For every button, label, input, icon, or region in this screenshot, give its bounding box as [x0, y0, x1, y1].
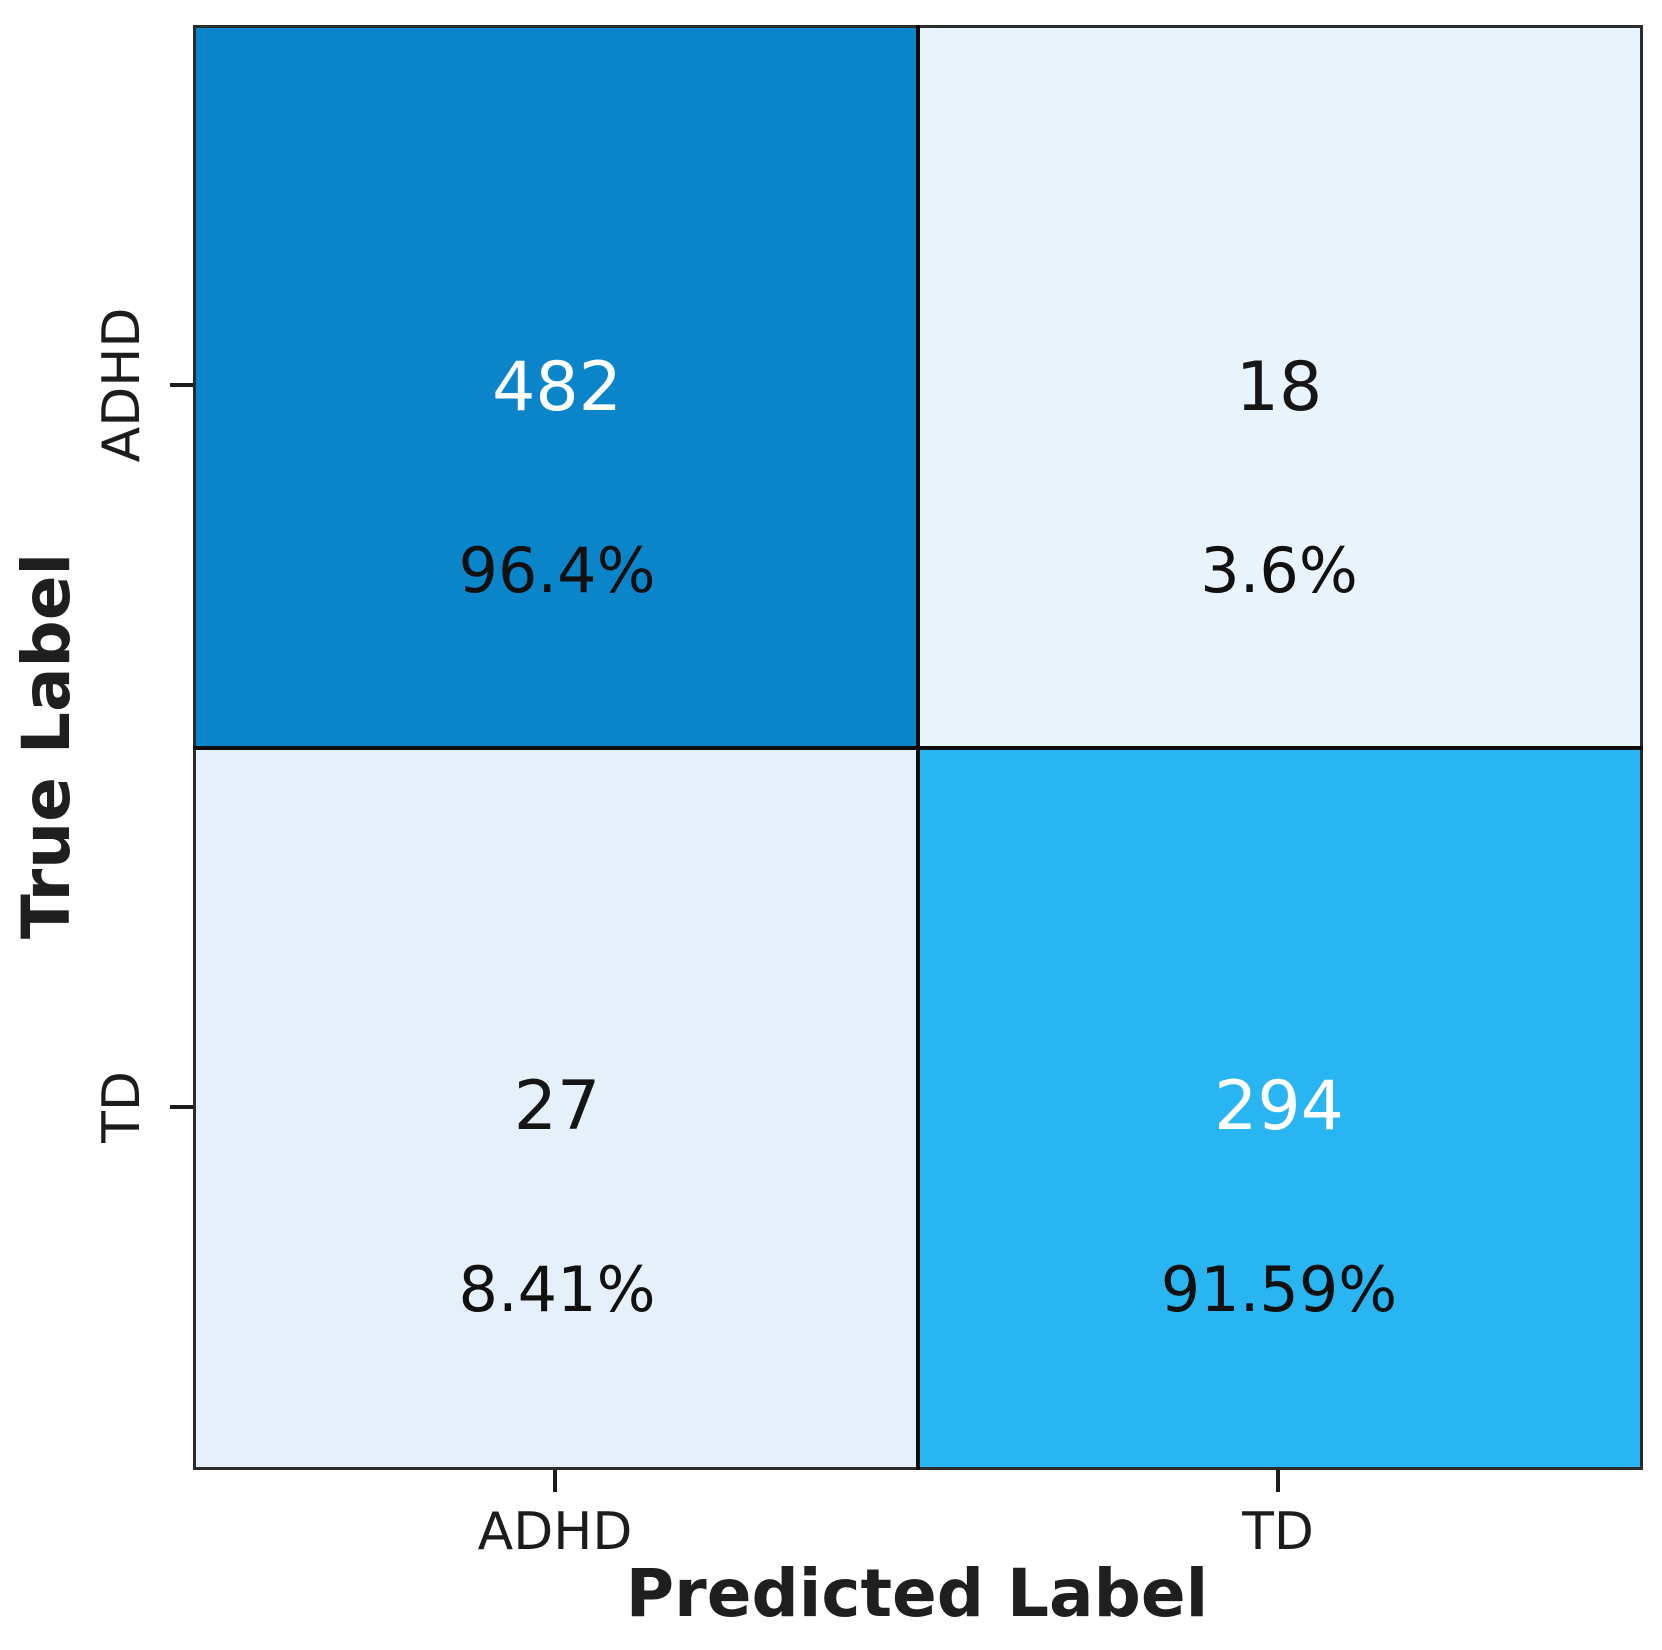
y-tick-mark-adhd	[170, 383, 193, 387]
cell-true-td-pred-adhd: 27 8.41%	[196, 747, 918, 1467]
x-axis-label: Predicted Label	[625, 1555, 1209, 1632]
cell-percent: 96.4%	[458, 533, 656, 607]
cell-percent: 3.6%	[1200, 533, 1358, 607]
cell-true-adhd-pred-td: 18 3.6%	[918, 28, 1640, 748]
cell-true-td-pred-td: 294 91.59%	[918, 747, 1640, 1467]
y-axis-label: True Label	[8, 552, 85, 940]
cell-count: 18	[1235, 347, 1323, 427]
cell-count: 27	[513, 1067, 601, 1147]
y-tick-label-adhd: ADHD	[92, 307, 152, 463]
cell-percent: 8.41%	[458, 1253, 656, 1327]
x-tick-mark-td	[1276, 1470, 1280, 1492]
confusion-matrix-plot: 482 96.4% 18 3.6% 27 8.41% 294 91.59%	[193, 25, 1643, 1470]
x-tick-label-adhd: ADHD	[477, 1502, 633, 1562]
y-tick-label-td: TD	[92, 1071, 152, 1143]
y-tick-mark-td	[170, 1105, 193, 1109]
cell-count: 482	[492, 347, 622, 427]
x-tick-label-td: TD	[1242, 1502, 1314, 1562]
x-tick-mark-adhd	[553, 1470, 557, 1492]
cell-percent: 91.59%	[1160, 1253, 1398, 1327]
cell-count: 294	[1214, 1067, 1344, 1147]
cell-true-adhd-pred-adhd: 482 96.4%	[196, 28, 918, 748]
